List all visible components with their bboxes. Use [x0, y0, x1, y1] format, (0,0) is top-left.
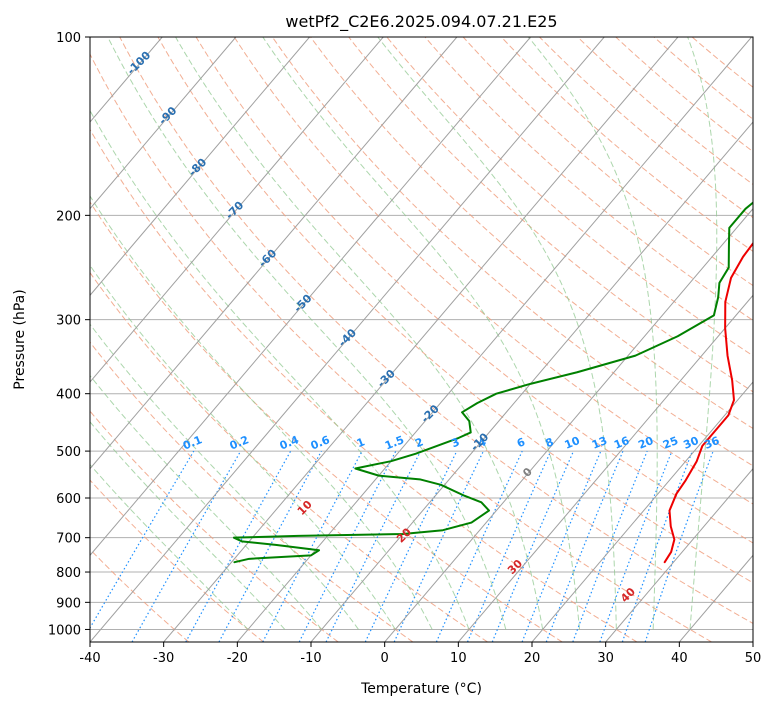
moist-adiabats	[90, 37, 718, 630]
dry-adiabat-line	[90, 53, 712, 642]
x-tick-label: -30	[153, 651, 174, 666]
dry-adiabat-line	[119, 37, 753, 625]
y-tick-label: 500	[56, 445, 81, 460]
temperature-profile-line	[663, 241, 753, 564]
mixing-ratio-line	[298, 450, 397, 642]
isotherm-line	[90, 37, 605, 642]
x-axis-ticks: -40 -30 -20 -10 0 10 20 30 40 50	[79, 642, 761, 666]
isotherm-line	[90, 37, 384, 383]
isotherm-line	[236, 37, 752, 642]
moist-adiabat-line	[90, 264, 396, 630]
mixing-ratio-label: 36	[702, 434, 721, 452]
isotherm-line	[457, 294, 753, 642]
mixing-ratio-line	[521, 450, 602, 642]
mixing-ratio-line	[545, 450, 624, 642]
dry-adiabat-line	[90, 341, 414, 642]
y-tick-label: 600	[56, 492, 81, 507]
moist-adiabat-line	[90, 421, 286, 630]
x-tick-label: 20	[524, 651, 541, 666]
y-tick-label: 300	[56, 314, 81, 329]
isotherm-line	[605, 467, 753, 642]
mixing-ratio-line	[644, 450, 714, 642]
x-tick-label: 10	[450, 651, 467, 666]
dry-adiabat-line	[195, 37, 753, 544]
x-tick-label: 30	[597, 651, 614, 666]
moist-adiabat-line	[262, 37, 580, 630]
moist-adiabat-line	[107, 37, 507, 630]
dry-adiabat-line	[157, 37, 753, 584]
x-tick-label: 50	[745, 651, 762, 666]
dry-adiabat-line	[577, 37, 753, 185]
sounding-profiles	[232, 201, 753, 564]
mixing-ratio-line	[325, 450, 422, 642]
dry-adiabat-line	[424, 37, 753, 321]
dry-adiabats	[90, 37, 753, 642]
dry-adiabat-line	[310, 37, 753, 430]
plot-frame	[89, 36, 754, 643]
isotherm-line	[531, 381, 753, 642]
mixing-ratio-line	[599, 450, 673, 642]
mixing-ratio-label: 30	[682, 434, 701, 452]
moist-adiabat-line	[90, 109, 470, 630]
x-tick-label: -40	[79, 651, 100, 666]
x-tick-label: 40	[671, 651, 688, 666]
mixing-ratio-line	[218, 450, 322, 642]
y-tick-label: 700	[56, 532, 81, 547]
dry-adiabat-line	[615, 37, 753, 153]
x-tick-label: 0	[381, 651, 389, 666]
mixing-ratio-label: 1	[355, 435, 367, 450]
x-tick-label: -10	[300, 651, 321, 666]
mixing-ratio-line	[185, 450, 292, 642]
mixing-ratio-label: 3	[450, 435, 462, 450]
isotherm-line	[384, 207, 753, 642]
dry-adiabat-line	[233, 37, 753, 505]
isotherm-line	[90, 37, 310, 297]
isotherm-line	[90, 37, 458, 470]
mixing-ratio-line	[435, 450, 523, 642]
mixing-ratio-label: 25	[661, 434, 680, 452]
y-axis-label: Pressure (hPa)	[12, 289, 28, 389]
skewed-isotherms	[90, 37, 753, 642]
moist-adiabat-line	[175, 37, 544, 630]
dewpoint-profile-line	[232, 201, 753, 564]
mixing-ratio-label: 2	[413, 435, 425, 450]
dry-adiabat-line	[90, 128, 638, 642]
isotherm-line	[310, 121, 753, 642]
y-axis-ticks: 100 200 300 400 500 600 700 800 900 1000	[48, 31, 90, 638]
mixing-ratio-line	[572, 450, 648, 642]
dry-adiabat-line	[90, 201, 563, 642]
x-tick-label: -20	[227, 651, 248, 666]
y-tick-label: 800	[56, 566, 81, 581]
y-tick-label: 100	[56, 31, 81, 46]
moist-adiabat-line	[90, 463, 249, 630]
moist-adiabat-line	[90, 195, 433, 630]
isotherm-line	[90, 37, 531, 557]
mixing-ratio-label: 10	[563, 434, 582, 452]
y-tick-label: 400	[56, 388, 81, 403]
moist-adiabat-line	[687, 37, 718, 630]
dry-adiabat-line	[348, 37, 753, 393]
mixing-ratio-label: 16	[612, 434, 631, 452]
isotherm-line	[90, 37, 237, 210]
moist-adiabat-line	[90, 323, 359, 630]
y-tick-label: 200	[56, 209, 81, 224]
dry-adiabat-line	[386, 37, 753, 357]
x-axis-label: Temperature (°C)	[360, 681, 482, 697]
y-tick-label: 1000	[48, 623, 81, 638]
dry-adiabat-line	[90, 410, 339, 642]
mixing-ratio-label: 8	[544, 435, 556, 450]
moist-adiabat-line	[377, 37, 617, 630]
y-tick-label: 900	[56, 596, 81, 611]
mixing-ratio-label: 13	[590, 434, 609, 452]
mixing-ratio-label: 20	[636, 434, 655, 452]
mixing-ratio-line	[466, 450, 552, 642]
chart-title: wetPf2_C2E6.2025.094.07.21.E25	[285, 12, 557, 32]
